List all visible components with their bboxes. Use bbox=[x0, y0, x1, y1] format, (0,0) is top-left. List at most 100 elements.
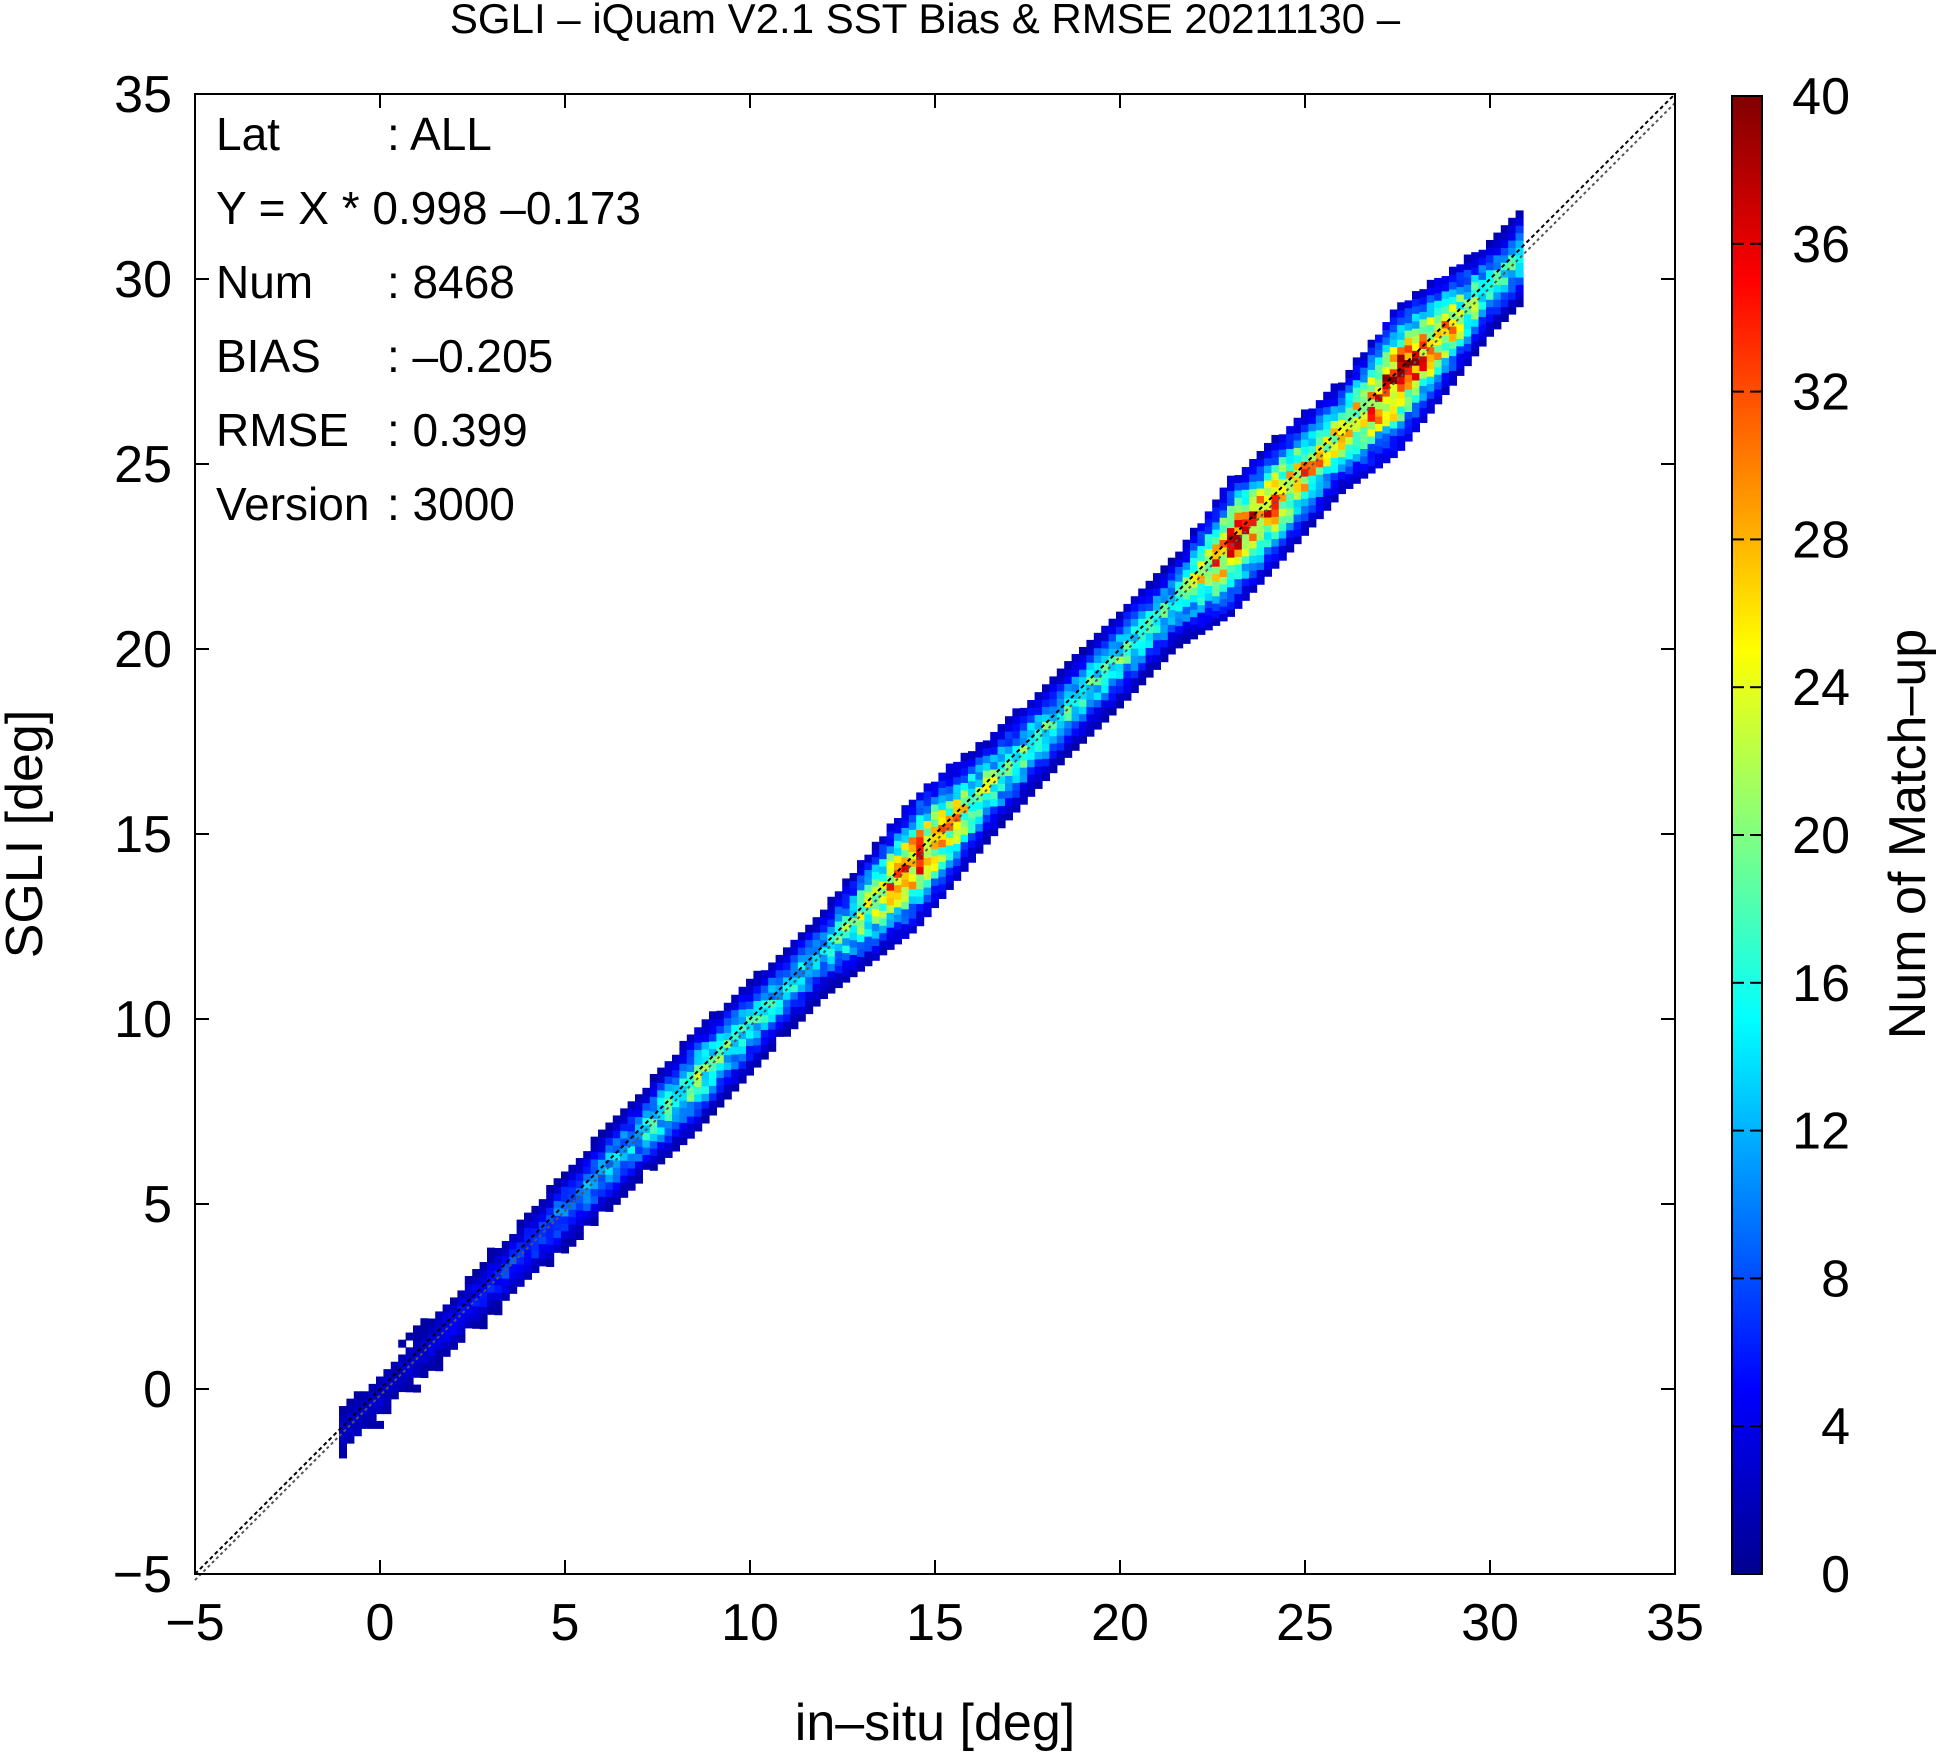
heatmap-cell bbox=[1352, 438, 1361, 447]
heatmap-cell bbox=[990, 731, 999, 740]
stats-label: Num bbox=[216, 256, 313, 308]
heatmap-cell bbox=[760, 992, 769, 1001]
heatmap-cell bbox=[879, 836, 888, 845]
heatmap-cell bbox=[383, 1369, 392, 1378]
heatmap-cell bbox=[1108, 618, 1117, 627]
heatmap-cell bbox=[701, 1019, 710, 1028]
heatmap-cell bbox=[679, 1048, 688, 1057]
heatmap-cell bbox=[790, 1021, 799, 1030]
heatmap-cell bbox=[1323, 450, 1332, 459]
heatmap-cell bbox=[649, 1133, 658, 1142]
heatmap-cell bbox=[1056, 705, 1065, 714]
heatmap-cell bbox=[768, 1021, 777, 1030]
heatmap-cell bbox=[916, 918, 925, 927]
heatmap-cell bbox=[871, 937, 880, 946]
heatmap-cell bbox=[1212, 499, 1221, 508]
heatmap-cell bbox=[1182, 554, 1191, 563]
heatmap-cell bbox=[1027, 722, 1036, 731]
heatmap-cell bbox=[1478, 249, 1487, 258]
heatmap-cell bbox=[413, 1347, 421, 1356]
heatmap-cell bbox=[1315, 422, 1324, 431]
heatmap-cell bbox=[1175, 610, 1184, 619]
heatmap-cell bbox=[561, 1208, 569, 1217]
heatmap-cell bbox=[1323, 480, 1332, 489]
heatmap-cell bbox=[1449, 281, 1457, 290]
heatmap-cell bbox=[1434, 388, 1443, 397]
heatmap-cell bbox=[834, 928, 843, 937]
heatmap-cell bbox=[716, 1099, 725, 1108]
heatmap-cell bbox=[1500, 306, 1509, 315]
heatmap-cell bbox=[945, 807, 954, 816]
heatmap-cell bbox=[1056, 690, 1065, 699]
heatmap-cell bbox=[1005, 805, 1013, 814]
heatmap-cell bbox=[531, 1242, 540, 1251]
heatmap-cell bbox=[1086, 669, 1095, 678]
heatmap-cell bbox=[642, 1154, 651, 1163]
heatmap-cell bbox=[1382, 440, 1391, 449]
heatmap-cell bbox=[960, 841, 969, 850]
heatmap-cell bbox=[723, 1076, 732, 1085]
heatmap-cell bbox=[1426, 405, 1435, 414]
heatmap-cell bbox=[1056, 757, 1065, 766]
heatmap-cell bbox=[1019, 744, 1028, 753]
heatmap-cell bbox=[1449, 355, 1457, 364]
heatmap-cell bbox=[990, 798, 999, 807]
heatmap-cell bbox=[738, 986, 747, 995]
heatmap-cell bbox=[1086, 654, 1095, 663]
heatmap-cell bbox=[886, 882, 895, 891]
heatmap-cell bbox=[1160, 654, 1169, 663]
heatmap-cell bbox=[1426, 339, 1435, 348]
heatmap-cell bbox=[339, 1450, 347, 1459]
heatmap-cell bbox=[812, 976, 821, 985]
heatmap-cell bbox=[1449, 266, 1457, 275]
heatmap-cell bbox=[1278, 456, 1287, 465]
heatmap-cell bbox=[864, 854, 873, 863]
heatmap-cell bbox=[524, 1264, 532, 1273]
heatmap-cell bbox=[1264, 516, 1272, 525]
heatmap-cell bbox=[820, 939, 828, 948]
heatmap-cell bbox=[923, 879, 932, 888]
heatmap-cell bbox=[1412, 394, 1420, 403]
heatmap-cell bbox=[605, 1144, 614, 1153]
heatmap-cell bbox=[479, 1262, 488, 1271]
heatmap-cell bbox=[1286, 426, 1295, 435]
heatmap-cell bbox=[1249, 473, 1258, 482]
heatmap-cell bbox=[1389, 413, 1398, 422]
heatmap-cell bbox=[812, 946, 821, 955]
heatmap-cell bbox=[1219, 531, 1228, 540]
heatmap-cell bbox=[583, 1151, 592, 1160]
heatmap-cell bbox=[916, 822, 925, 831]
heatmap-cell bbox=[620, 1189, 629, 1198]
heatmap-cell bbox=[1064, 712, 1073, 721]
heatmap-cell bbox=[968, 839, 976, 848]
heatmap-cell bbox=[686, 1041, 695, 1050]
heatmap-cell bbox=[472, 1306, 481, 1315]
heatmap-cell bbox=[561, 1193, 569, 1202]
heatmap-cell bbox=[605, 1159, 614, 1168]
heatmap-cell bbox=[709, 1107, 717, 1116]
heatmap-cell bbox=[820, 968, 828, 977]
heatmap-cell bbox=[538, 1206, 547, 1215]
heatmap-cell bbox=[583, 1180, 592, 1189]
heatmap-cell bbox=[1426, 331, 1435, 340]
heatmap-cell bbox=[1093, 706, 1102, 715]
heatmap-cell bbox=[1286, 537, 1295, 546]
heatmap-cell bbox=[1382, 344, 1391, 353]
heatmap-cell bbox=[1419, 385, 1428, 394]
heatmap-cell bbox=[1404, 426, 1413, 435]
heatmap-cell bbox=[1463, 350, 1472, 359]
heatmap-cell bbox=[960, 849, 969, 858]
heatmap-cell bbox=[857, 956, 865, 965]
heatmap-cell bbox=[701, 1034, 710, 1043]
colorbar-tick-label: 4 bbox=[1821, 1398, 1850, 1456]
heatmap-cell bbox=[960, 775, 969, 784]
heatmap-cell bbox=[1375, 356, 1383, 365]
heatmap-cell bbox=[361, 1420, 370, 1429]
heatmap-cell bbox=[960, 760, 969, 769]
heatmap-cell bbox=[1500, 313, 1509, 322]
heatmap-cell bbox=[1338, 397, 1346, 406]
heatmap-cell bbox=[494, 1262, 503, 1271]
heatmap-cell bbox=[1182, 621, 1191, 630]
heatmap-cell bbox=[1278, 441, 1287, 450]
heatmap-cell bbox=[1352, 446, 1361, 455]
